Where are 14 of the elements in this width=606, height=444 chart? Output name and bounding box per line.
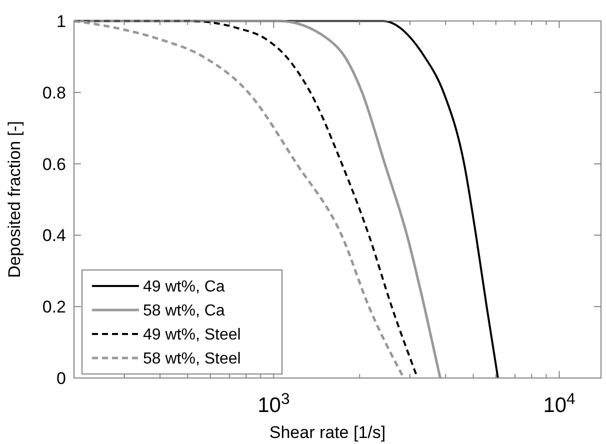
y-tick-label: 0.4 [42, 226, 66, 246]
x-tick-label: 10$^{3}$ [258, 390, 290, 417]
y-tick-label: 1 [56, 12, 66, 31]
y-tick-label: 0.6 [42, 154, 66, 174]
y-tick-label: 0.8 [42, 83, 66, 102]
legend-label: 58 wt%, Steel [143, 350, 241, 368]
legend-label: 49 wt%, Steel [143, 326, 241, 344]
y-tick-label: 0.2 [42, 298, 66, 317]
legend-label: 58 wt%, Ca [143, 302, 225, 320]
y-axis-title: Deposited fraction [-] [5, 121, 24, 278]
x-tick-label: 10$^{4}$ [543, 390, 576, 417]
x-axis-title: Shear rate [1/s] [269, 423, 386, 442]
y-tick-label: 0 [56, 368, 66, 388]
legend-label: 49 wt%, Ca [143, 278, 225, 296]
